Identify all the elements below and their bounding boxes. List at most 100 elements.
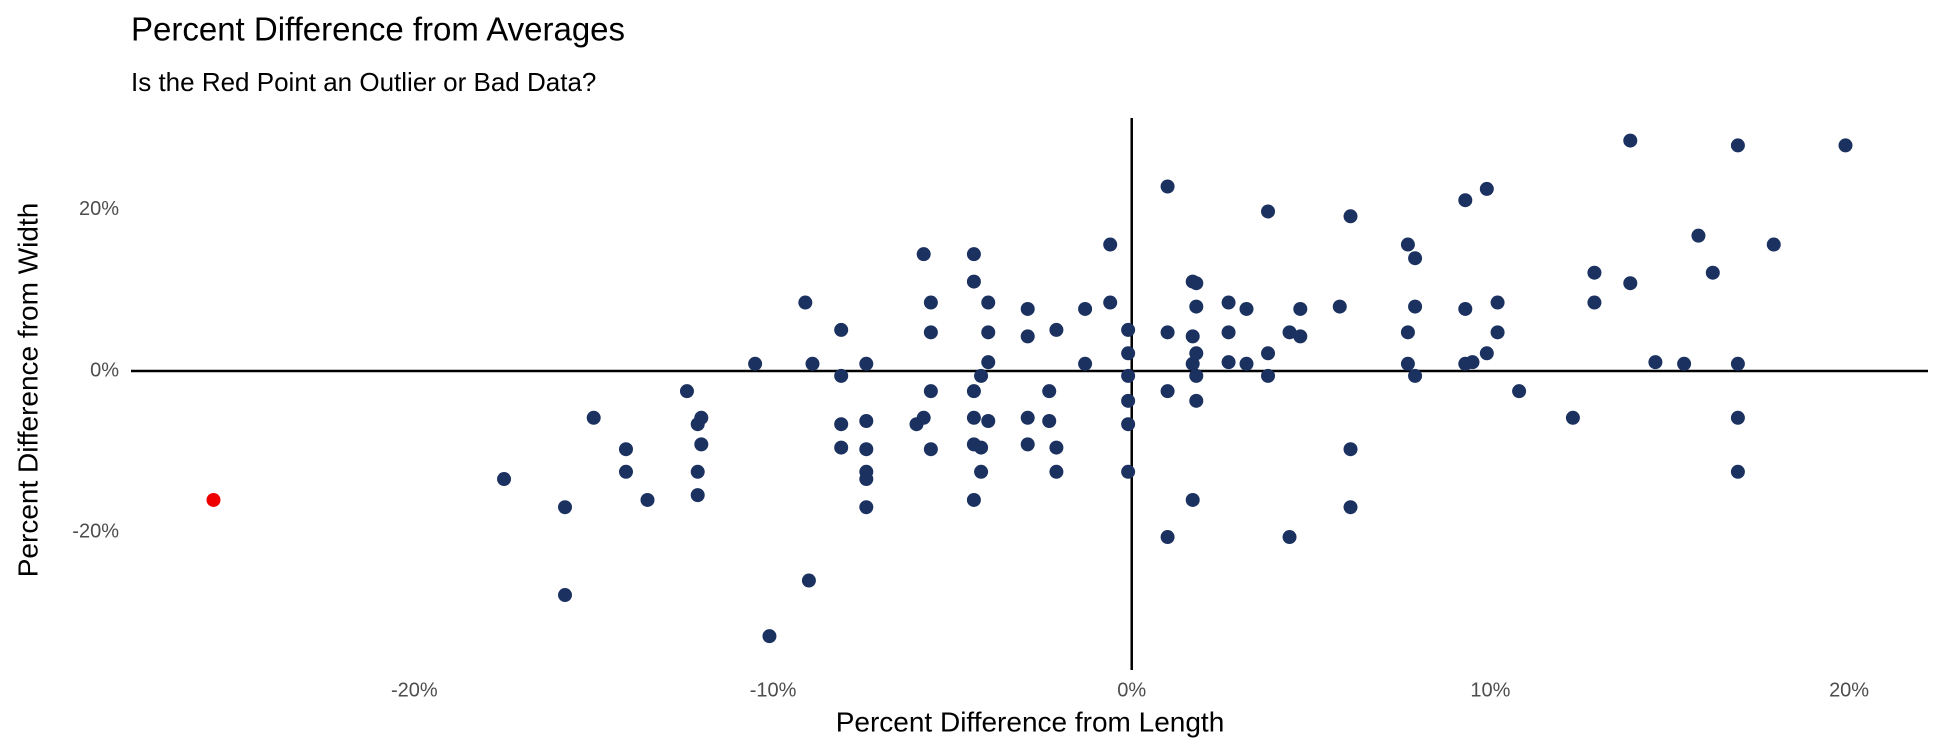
point [1121,417,1136,432]
point [1121,346,1136,361]
point [1648,355,1663,370]
point [1730,356,1745,371]
point [690,464,705,479]
point [694,437,709,452]
point [834,417,849,432]
point [801,573,816,588]
point [1221,295,1236,310]
point [1408,251,1423,266]
point [1261,204,1276,219]
point [1490,325,1505,340]
point [859,500,874,515]
point [690,488,705,503]
point [1479,346,1494,361]
point [1293,329,1308,344]
x-tick-label: -10% [750,679,797,701]
point [1121,464,1136,479]
y-axis-title: Percent Difference from Width [12,203,43,578]
point [1623,276,1638,291]
point [1512,384,1527,399]
point [1160,179,1175,194]
point [966,410,981,425]
point [1042,413,1057,428]
point [966,492,981,507]
point [1730,138,1745,153]
point [1160,325,1175,340]
chart-title: Percent Difference from Averages [131,11,625,48]
y-tick-label: -20% [72,520,119,542]
point [618,442,633,457]
point [1020,301,1035,316]
point [1490,295,1505,310]
point [966,247,981,262]
point [1458,193,1473,208]
point [1677,356,1692,371]
point [966,274,981,289]
point [974,440,989,455]
chart-subtitle: Is the Red Point an Outlier or Bad Data? [131,67,596,97]
point [1766,237,1781,252]
point [1730,410,1745,425]
point [1565,410,1580,425]
point [1121,393,1136,408]
point [1332,299,1347,314]
point [859,356,874,371]
point [1103,237,1118,252]
point [1042,384,1057,399]
x-tick-label: 10% [1470,679,1510,701]
point [1049,322,1064,337]
point [1189,368,1204,383]
point [834,440,849,455]
point [1185,492,1200,507]
point [1221,325,1236,340]
point [618,464,633,479]
point [1160,530,1175,545]
y-tick-label: 20% [79,198,119,220]
point [923,442,938,457]
point [206,492,221,507]
point [1465,355,1480,370]
point [1400,237,1415,252]
point [1103,295,1118,310]
point [923,384,938,399]
point [1458,301,1473,316]
point [1343,500,1358,515]
point [1343,442,1358,457]
point [834,322,849,337]
point [694,410,709,425]
point [1020,437,1035,452]
point [834,368,849,383]
point [798,295,813,310]
point [1261,368,1276,383]
point [966,384,981,399]
point [762,629,777,644]
point [1343,209,1358,224]
point [916,410,931,425]
x-tick-label: -20% [391,679,438,701]
point [558,500,573,515]
point [859,442,874,457]
point [916,247,931,262]
point [1587,295,1602,310]
point [586,410,601,425]
point [1185,329,1200,344]
point [1121,368,1136,383]
x-axis-title: Percent Difference from Length [836,706,1225,737]
point [981,325,996,340]
point [1479,181,1494,196]
point [1282,325,1297,340]
point [1189,276,1204,291]
point [1587,265,1602,280]
point [1408,299,1423,314]
point [1838,138,1853,153]
point [1078,301,1093,316]
point [1282,530,1297,545]
point [1160,384,1175,399]
point [981,413,996,428]
point [1189,346,1204,361]
point [974,464,989,479]
point [1400,325,1415,340]
point [1730,464,1745,479]
point [1408,368,1423,383]
point [1400,356,1415,371]
